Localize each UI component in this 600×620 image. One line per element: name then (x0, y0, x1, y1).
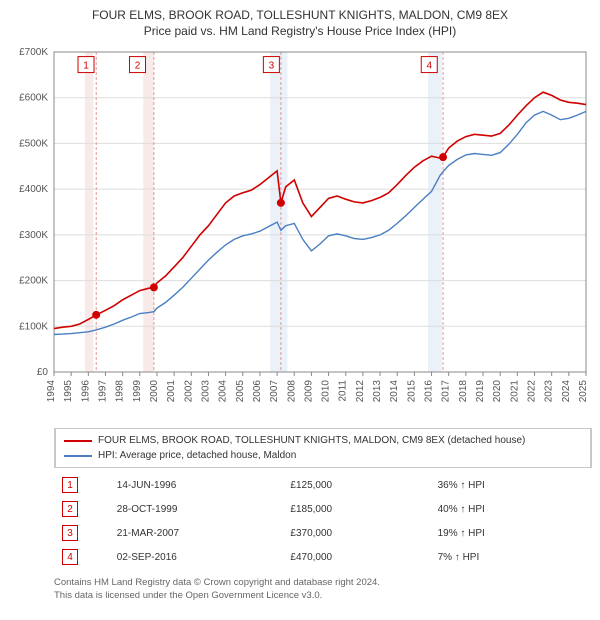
x-tick-label: 1999 (132, 380, 143, 403)
x-tick-label: 2022 (527, 380, 538, 403)
x-tick-label: 2015 (406, 380, 417, 403)
chart-title-line1: FOUR ELMS, BROOK ROAD, TOLLESHUNT KNIGHT… (8, 8, 592, 22)
x-tick-label: 2011 (338, 380, 349, 402)
x-tick-label: 2014 (389, 380, 400, 403)
sale-price: £185,000 (284, 498, 429, 520)
sale-date: 28-OCT-1999 (111, 498, 283, 520)
x-tick-label: 2004 (218, 380, 229, 403)
sale-marker-box: 4 (62, 549, 78, 565)
sale-price: £370,000 (284, 522, 429, 544)
x-tick-label: 1997 (97, 380, 108, 403)
y-tick-label: £400K (19, 184, 48, 195)
x-tick-label: 2010 (321, 380, 332, 403)
x-tick-label: 2002 (183, 380, 194, 403)
sale-date: 02-SEP-2016 (111, 546, 283, 568)
chart-band (85, 52, 94, 372)
x-tick-label: 1994 (46, 380, 57, 403)
y-tick-label: £700K (19, 47, 48, 58)
sale-marker-box: 1 (62, 477, 78, 493)
legend-swatch-hpi (64, 455, 92, 457)
chart-title-line2: Price paid vs. HM Land Registry's House … (8, 24, 592, 38)
footer: Contains HM Land Registry data © Crown c… (54, 576, 592, 603)
sale-marker-num: 4 (426, 61, 432, 72)
x-tick-label: 2020 (492, 380, 503, 403)
y-tick-label: £600K (19, 93, 48, 104)
sale-date: 14-JUN-1996 (111, 474, 283, 496)
legend-swatch-subject (64, 440, 92, 442)
sale-marker-box: 3 (62, 525, 78, 541)
y-tick-label: £200K (19, 276, 48, 287)
chart-band (270, 52, 287, 372)
y-tick-label: £0 (37, 367, 49, 378)
legend-label-subject: FOUR ELMS, BROOK ROAD, TOLLESHUNT KNIGHT… (98, 433, 525, 448)
sale-point (150, 284, 157, 291)
sale-marker-num: 3 (269, 61, 275, 72)
x-tick-label: 2009 (303, 380, 314, 403)
x-tick-label: 2000 (149, 380, 160, 403)
sale-marker-num: 1 (83, 61, 89, 72)
sales-table: 1 14-JUN-1996£125,00036% ↑ HPI 2 28-OCT-199… (54, 472, 592, 570)
chart-title-block: FOUR ELMS, BROOK ROAD, TOLLESHUNT KNIGHT… (8, 8, 592, 38)
x-tick-label: 2001 (166, 380, 177, 403)
y-tick-label: £100K (19, 321, 48, 332)
sale-date: 21-MAR-2007 (111, 522, 283, 544)
legend-label-hpi: HPI: Average price, detached house, Mald… (98, 448, 296, 463)
sale-point (440, 154, 447, 161)
legend-item-hpi: HPI: Average price, detached house, Mald… (64, 448, 582, 463)
table-row: 3 21-MAR-2007£370,00019% ↑ HPI (56, 522, 590, 544)
sale-price: £470,000 (284, 546, 429, 568)
table-row: 1 14-JUN-1996£125,00036% ↑ HPI (56, 474, 590, 496)
sale-point (93, 311, 100, 318)
x-tick-label: 2005 (235, 380, 246, 403)
chart-band (143, 52, 153, 372)
x-tick-label: 2016 (424, 380, 435, 403)
chart-band (428, 52, 442, 372)
sale-price: £125,000 (284, 474, 429, 496)
x-tick-label: 2008 (286, 380, 297, 403)
x-tick-label: 1995 (63, 380, 74, 403)
sale-pct: 40% ↑ HPI (432, 498, 590, 520)
series-hpi (54, 111, 586, 334)
sale-marker-box: 2 (62, 501, 78, 517)
y-tick-label: £300K (19, 230, 48, 241)
table-row: 2 28-OCT-1999£185,00040% ↑ HPI (56, 498, 590, 520)
sale-pct: 36% ↑ HPI (432, 474, 590, 496)
sale-marker-num: 2 (135, 61, 141, 72)
x-tick-label: 2006 (252, 380, 263, 403)
x-tick-label: 2019 (475, 380, 486, 403)
footer-line2: This data is licensed under the Open Gov… (54, 589, 592, 602)
sale-point (277, 199, 284, 206)
x-tick-label: 2018 (458, 380, 469, 403)
series-subject (54, 92, 586, 328)
footer-line1: Contains HM Land Registry data © Crown c… (54, 576, 592, 589)
table-row: 4 02-SEP-2016£470,0007% ↑ HPI (56, 546, 590, 568)
x-tick-label: 2003 (200, 380, 211, 403)
y-tick-label: £500K (19, 138, 48, 149)
x-tick-label: 2024 (561, 380, 572, 403)
legend: FOUR ELMS, BROOK ROAD, TOLLESHUNT KNIGHT… (54, 428, 592, 468)
x-tick-label: 2025 (578, 380, 589, 403)
chart-svg: £0 £100K £200K £300K £400K £500K £600K £700K 199… (8, 42, 592, 422)
x-tick-label: 2007 (269, 380, 280, 403)
x-tick-label: 2023 (544, 380, 555, 403)
x-tick-label: 1998 (115, 380, 126, 403)
sale-pct: 19% ↑ HPI (432, 522, 590, 544)
x-tick-label: 1996 (80, 380, 91, 403)
x-tick-label: 2017 (441, 380, 452, 403)
x-tick-label: 2013 (372, 380, 383, 403)
chart-area: £0 £100K £200K £300K £400K £500K £600K £700K 199… (8, 42, 592, 422)
sale-pct: 7% ↑ HPI (432, 546, 590, 568)
x-tick-label: 2021 (509, 380, 520, 403)
x-tick-label: 2012 (355, 380, 366, 403)
legend-item-subject: FOUR ELMS, BROOK ROAD, TOLLESHUNT KNIGHT… (64, 433, 582, 448)
